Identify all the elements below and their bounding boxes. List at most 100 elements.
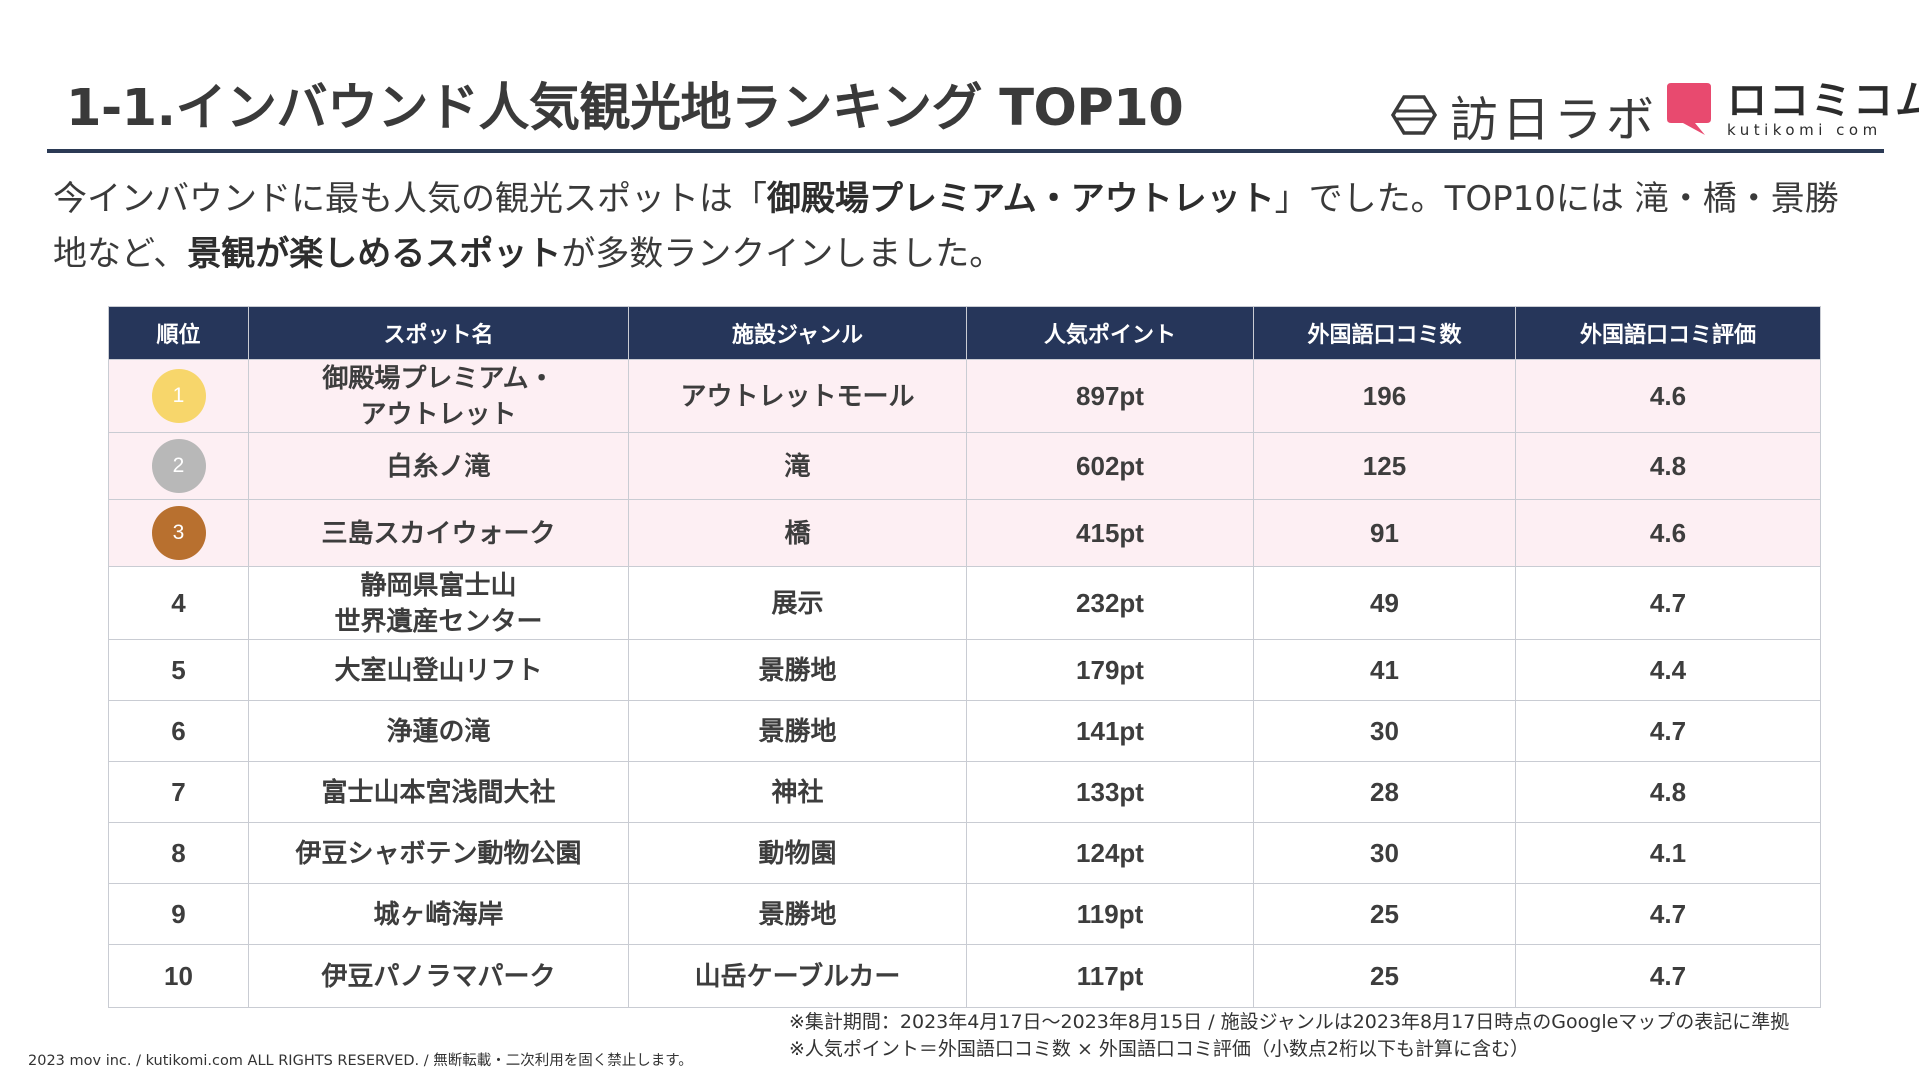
reviews-cell: 25 bbox=[1253, 944, 1516, 1008]
spot-name-cell: 三島スカイウォーク bbox=[248, 499, 629, 567]
reviews-cell: 25 bbox=[1253, 883, 1516, 945]
points-cell: 124pt bbox=[966, 822, 1254, 884]
footnote-formula: ※人気ポイント＝外国語口コミ数 × 外国語口コミ評価（小数点2桁以下も計算に含む… bbox=[789, 1038, 1530, 1060]
kutikomi-logo: ロコミコム kutikomi com bbox=[1665, 80, 1919, 138]
reviews-cell: 91 bbox=[1253, 499, 1516, 567]
rank-cell: 7 bbox=[108, 761, 249, 823]
rank-cell: 10 bbox=[108, 944, 249, 1008]
points-cell: 117pt bbox=[966, 944, 1254, 1008]
rating-cell: 4.7 bbox=[1515, 944, 1821, 1008]
spot-name-cell: 浄蓮の滝 bbox=[248, 700, 629, 762]
silver-medal-icon: 2 bbox=[151, 439, 206, 493]
genre-cell: 動物園 bbox=[628, 822, 967, 884]
reviews-cell: 49 bbox=[1253, 566, 1516, 640]
table-row: 5 大室山登山リフト 景勝地 179pt 41 4.4 bbox=[108, 639, 1821, 701]
speech-bubble-icon bbox=[1667, 83, 1711, 135]
spot-name-line2: アウトレット bbox=[360, 399, 517, 429]
spot-name-line2: 世界遺産センター bbox=[334, 606, 543, 636]
genre-cell: 滝 bbox=[628, 432, 967, 500]
table-row: 10 伊豆パノラマパーク 山岳ケーブルカー 117pt 25 4.7 bbox=[108, 944, 1821, 1008]
points-cell: 232pt bbox=[966, 566, 1254, 640]
gold-medal-icon: 1 bbox=[151, 369, 206, 423]
copyright-text: 2023 mov inc. / kutikomi.com ALL RIGHTS … bbox=[28, 1053, 693, 1069]
kutikomi-logo-en: kutikomi com bbox=[1727, 121, 1882, 139]
reviews-cell: 30 bbox=[1253, 822, 1516, 884]
lead-bold-2: 景観が楽しめるスポット bbox=[187, 234, 562, 274]
table-row: 2 白糸ノ滝 滝 602pt 125 4.8 bbox=[108, 432, 1821, 500]
rank-cell: 2 bbox=[108, 432, 249, 500]
table-row: 1 御殿場プレミアム・ アウトレット アウトレットモール 897pt 196 4.… bbox=[108, 359, 1821, 433]
rating-cell: 4.8 bbox=[1515, 761, 1821, 823]
spot-name-line1: 静岡県富士山 bbox=[360, 570, 517, 600]
col-header-reviews: 外国語口コミ数 bbox=[1253, 306, 1516, 360]
col-header-points: 人気ポイント bbox=[966, 306, 1254, 360]
rank-cell: 8 bbox=[108, 822, 249, 884]
spot-name-cell: 大室山登山リフト bbox=[248, 639, 629, 701]
lead-part-1: 今インバウンドに最も人気の観光スポットは「 bbox=[53, 179, 767, 219]
table-header-row: 順位 スポット名 施設ジャンル 人気ポイント 外国語口コミ数 外国語口コミ評価 bbox=[108, 306, 1821, 360]
spot-name-cell: 富士山本宮浅間大社 bbox=[248, 761, 629, 823]
rank-cell: 3 bbox=[108, 499, 249, 567]
rating-cell: 4.1 bbox=[1515, 822, 1821, 884]
page-title: 1-1.インバウンド人気観光地ランキング TOP10 bbox=[66, 79, 1184, 138]
reviews-cell: 28 bbox=[1253, 761, 1516, 823]
lead-bold-1: 御殿場プレミアム・アウトレット bbox=[767, 179, 1275, 219]
rating-cell: 4.4 bbox=[1515, 639, 1821, 701]
points-cell: 415pt bbox=[966, 499, 1254, 567]
table-row: 4 静岡県富士山 世界遺産センター 展示 232pt 49 4.7 bbox=[108, 566, 1821, 640]
genre-cell: アウトレットモール bbox=[628, 359, 967, 433]
reviews-cell: 41 bbox=[1253, 639, 1516, 701]
rating-cell: 4.7 bbox=[1515, 883, 1821, 945]
genre-cell: 景勝地 bbox=[628, 883, 967, 945]
kutikomi-logo-jp: ロコミコム bbox=[1727, 78, 1919, 124]
rank-cell: 6 bbox=[108, 700, 249, 762]
rank-cell: 1 bbox=[108, 359, 249, 433]
reviews-cell: 196 bbox=[1253, 359, 1516, 433]
houjin-labo-logo: 訪日ラボ bbox=[1390, 80, 1658, 150]
points-cell: 602pt bbox=[966, 432, 1254, 500]
rank-cell: 4 bbox=[108, 566, 249, 640]
rank-cell: 9 bbox=[108, 883, 249, 945]
genre-cell: 神社 bbox=[628, 761, 967, 823]
spot-name-cell: 静岡県富士山 世界遺産センター bbox=[248, 566, 629, 640]
rank-cell: 5 bbox=[108, 639, 249, 701]
col-header-rating: 外国語口コミ評価 bbox=[1515, 306, 1821, 360]
spot-name-cell: 城ヶ崎海岸 bbox=[248, 883, 629, 945]
spot-name-cell: 白糸ノ滝 bbox=[248, 432, 629, 500]
spot-name-cell: 伊豆シャボテン動物公園 bbox=[248, 822, 629, 884]
points-cell: 897pt bbox=[966, 359, 1254, 433]
spot-name-cell: 御殿場プレミアム・ アウトレット bbox=[248, 359, 629, 433]
rating-cell: 4.7 bbox=[1515, 566, 1821, 640]
reviews-cell: 30 bbox=[1253, 700, 1516, 762]
genre-cell: 景勝地 bbox=[628, 639, 967, 701]
footnotes: ※集計期間：2023年4月17日〜2023年8月15日 / 施設ジャンルは202… bbox=[789, 1009, 1789, 1063]
reviews-cell: 125 bbox=[1253, 432, 1516, 500]
lead-text: 今インバウンドに最も人気の観光スポットは「御殿場プレミアム・アウトレット」でした… bbox=[53, 172, 1853, 282]
genre-cell: 景勝地 bbox=[628, 700, 967, 762]
rating-cell: 4.6 bbox=[1515, 359, 1821, 433]
col-header-spot: スポット名 bbox=[248, 306, 629, 360]
rating-cell: 4.7 bbox=[1515, 700, 1821, 762]
table-row: 6 浄蓮の滝 景勝地 141pt 30 4.7 bbox=[108, 700, 1821, 762]
col-header-genre: 施設ジャンル bbox=[628, 306, 967, 360]
col-header-rank: 順位 bbox=[108, 306, 249, 360]
spot-name-cell: 伊豆パノラマパーク bbox=[248, 944, 629, 1008]
rating-cell: 4.8 bbox=[1515, 432, 1821, 500]
rating-cell: 4.6 bbox=[1515, 499, 1821, 567]
table-row: 3 三島スカイウォーク 橋 415pt 91 4.6 bbox=[108, 499, 1821, 567]
table-row: 9 城ヶ崎海岸 景勝地 119pt 25 4.7 bbox=[108, 883, 1821, 945]
points-cell: 141pt bbox=[966, 700, 1254, 762]
genre-cell: 山岳ケーブルカー bbox=[628, 944, 967, 1008]
points-cell: 133pt bbox=[966, 761, 1254, 823]
lead-part-2: 」でした。TOP10には 滝・橋・景勝地など、 bbox=[53, 179, 1839, 274]
title-divider bbox=[47, 149, 1884, 153]
lead-part-3: が多数ランクインしました。 bbox=[561, 234, 1004, 274]
points-cell: 179pt bbox=[966, 639, 1254, 701]
points-cell: 119pt bbox=[966, 883, 1254, 945]
genre-cell: 展示 bbox=[628, 566, 967, 640]
footnote-period: ※集計期間：2023年4月17日〜2023年8月15日 / 施設ジャンルは202… bbox=[789, 1011, 1790, 1033]
spot-name-line1: 御殿場プレミアム・ bbox=[322, 363, 555, 393]
genre-cell: 橋 bbox=[628, 499, 967, 567]
ranking-table: 順位 スポット名 施設ジャンル 人気ポイント 外国語口コミ数 外国語口コミ評価 … bbox=[108, 306, 1821, 1008]
houjin-labo-mark-icon bbox=[1390, 95, 1438, 135]
